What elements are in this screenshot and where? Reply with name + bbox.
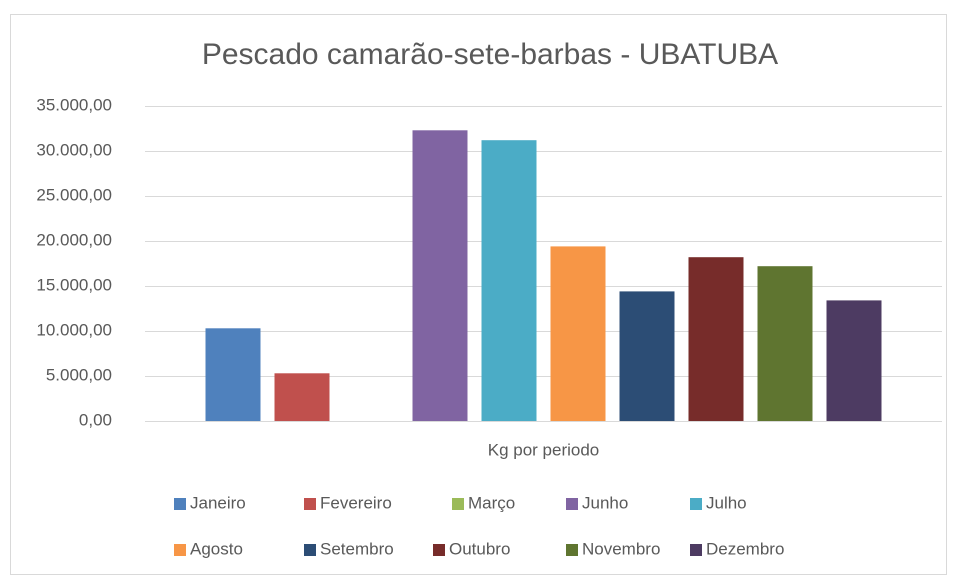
bar [550,246,606,421]
y-tick-label: 25.000,00 [36,185,112,204]
bar [619,291,675,421]
legend-label: Março [468,493,515,512]
bar [688,257,744,421]
y-tick-label: 30.000,00 [36,140,112,159]
legend-swatch [304,498,316,510]
legend-swatch [690,498,702,510]
legend-swatch [566,544,578,556]
legend-swatch [452,498,464,510]
bar [274,373,330,421]
legend-label: Junho [582,493,628,512]
bar [412,130,468,422]
bar [205,328,261,421]
y-tick-label: 35.000,00 [36,95,112,114]
y-tick-label: 0,00 [79,410,112,429]
chart-title: Pescado camarão-sete-barbas - UBATUBA [202,38,778,71]
y-tick-label: 20.000,00 [36,230,112,249]
legend-label: Novembro [582,539,660,558]
y-tick-label: 5.000,00 [46,365,112,384]
bar [757,266,813,421]
legend-swatch [174,498,186,510]
bar [826,300,882,421]
legend-swatch [690,544,702,556]
y-tick-label: 10.000,00 [36,320,112,339]
legend-label: Dezembro [706,539,784,558]
legend-label: Julho [706,493,747,512]
legend-swatch [174,544,186,556]
legend-label: Janeiro [190,493,246,512]
legend-label: Setembro [320,539,394,558]
y-tick-label: 15.000,00 [36,275,112,294]
legend-swatch [433,544,445,556]
legend-swatch [566,498,578,510]
legend-swatch [304,544,316,556]
legend-label: Agosto [190,539,243,558]
legend-label: Outubro [449,539,510,558]
x-tick-label: Kg por periodo [488,440,600,459]
bar [481,140,537,421]
legend-label: Fevereiro [320,493,392,512]
